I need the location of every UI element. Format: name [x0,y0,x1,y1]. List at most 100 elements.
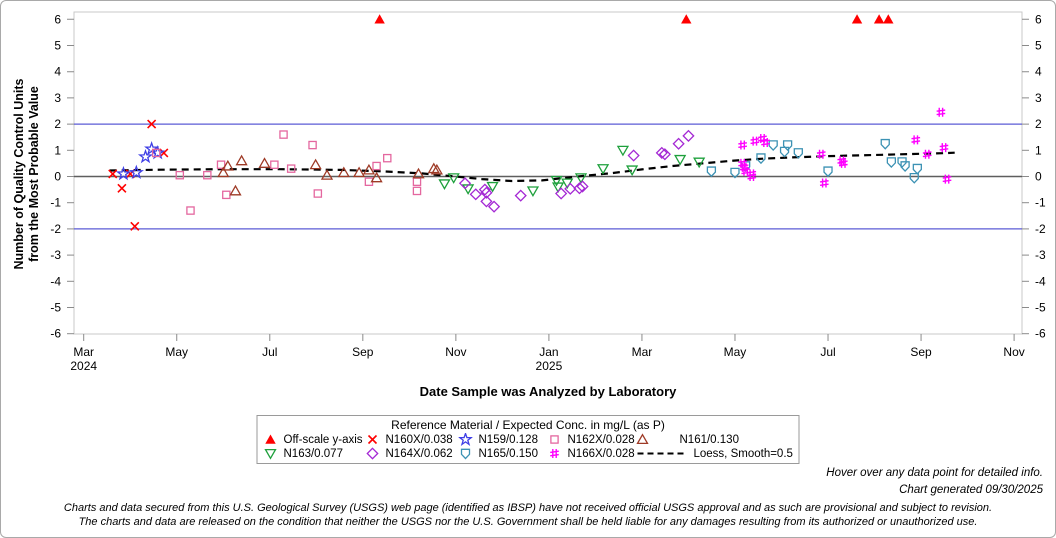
data-point-n166x[interactable] [819,178,829,188]
data-point-n164x[interactable] [514,189,527,202]
data-point-n165[interactable] [912,163,922,175]
data-point-n161[interactable] [362,163,376,175]
data-point-n164x[interactable] [672,137,685,150]
data-point-off_scale[interactable] [851,14,863,24]
data-point-n165[interactable] [897,157,907,169]
data-point-n164x[interactable] [627,149,640,162]
data-point-n163[interactable] [674,154,687,166]
data-point-n162x[interactable] [412,186,422,196]
data-point-n162x[interactable] [313,189,323,198]
data-point-n165[interactable] [793,148,803,159]
data-point-n166x[interactable] [911,135,921,145]
data-point-n163[interactable] [486,181,499,193]
data-point-n159[interactable] [115,165,132,181]
data-point-n162x[interactable] [383,153,392,163]
data-point-n164x[interactable] [573,182,586,195]
data-point-n162x[interactable] [412,177,422,186]
data-point-n165[interactable] [823,166,833,178]
data-point-n163[interactable] [550,175,563,187]
data-point-n161[interactable] [337,166,350,178]
data-point-n162x[interactable] [286,164,296,173]
data-point-n163[interactable] [526,186,540,198]
data-point-n164x[interactable] [480,195,493,208]
data-point-n162x[interactable] [216,160,226,169]
data-point-n163[interactable] [625,165,639,177]
data-point-n161[interactable] [430,163,443,175]
data-point-n164x[interactable] [555,187,568,200]
data-point-n162x[interactable] [279,130,288,139]
data-point-n163[interactable] [596,164,610,175]
data-point-n160x[interactable] [147,119,157,129]
data-point-n162x[interactable] [372,161,381,171]
data-point-n166x[interactable] [838,158,848,168]
data-point-off_scale[interactable] [681,14,692,24]
data-point-n166x[interactable] [816,149,826,159]
data-point-n163[interactable] [616,145,630,157]
data-point-n164x[interactable] [576,180,589,193]
data-point-n164x[interactable] [469,188,482,201]
data-point-n166x[interactable] [738,158,748,168]
data-point-n164x[interactable] [658,148,671,161]
data-point-n166x[interactable] [936,107,946,117]
data-point-n165[interactable] [880,138,890,150]
data-point-n162x[interactable] [186,206,195,215]
data-point-n166x[interactable] [739,162,749,172]
data-point-n164x[interactable] [655,146,668,160]
data-point-n162x[interactable] [151,148,161,158]
data-point-n161[interactable] [352,166,366,178]
data-point-off_scale[interactable] [883,14,894,24]
data-point-n164x[interactable] [682,129,695,143]
data-point-n160x[interactable] [117,183,127,193]
data-point-n163[interactable] [693,157,706,169]
data-point-n166x[interactable] [837,156,847,166]
data-point-n166x[interactable] [939,143,949,153]
data-point-n165[interactable] [886,157,897,169]
data-point-n165[interactable] [706,166,717,178]
data-point-n162x[interactable] [270,160,279,169]
data-point-off_scale[interactable] [873,14,885,24]
data-point-n161[interactable] [217,166,230,178]
data-point-n163[interactable] [438,179,451,190]
data-point-n161[interactable] [229,184,242,196]
data-point-n166x[interactable] [922,149,932,159]
data-point-n163[interactable] [551,182,565,194]
data-point-n160x[interactable] [130,221,140,231]
data-point-n164x[interactable] [487,200,501,213]
data-point-n166x[interactable] [741,166,751,176]
data-point-n160x[interactable] [108,169,118,179]
data-point-n161[interactable] [258,157,271,168]
data-point-n165[interactable] [900,161,910,172]
data-point-n161[interactable] [427,162,440,174]
data-point-n164x[interactable] [480,186,493,199]
data-point-n166x[interactable] [942,174,952,184]
data-point-n164x[interactable] [458,177,472,190]
data-point-n162x[interactable] [203,170,212,180]
data-point-n165[interactable] [768,140,778,152]
data-point-n166x[interactable] [761,137,770,147]
data-point-n165[interactable] [756,153,766,165]
data-point-n166x[interactable] [747,172,757,181]
data-point-n162x[interactable] [175,170,185,180]
data-point-n164x[interactable] [564,182,577,195]
data-point-n165[interactable] [782,140,793,152]
data-point-n162x[interactable] [222,190,231,200]
data-point-n163[interactable] [574,173,588,184]
data-point-n161[interactable] [221,159,234,171]
data-point-n159[interactable] [128,164,144,180]
data-point-n159[interactable] [150,144,166,160]
data-point-n163[interactable] [447,173,460,184]
data-point-n165[interactable] [779,146,790,158]
data-point-n159[interactable] [137,148,154,164]
data-point-n159[interactable] [144,141,160,156]
data-point-n166x[interactable] [738,140,748,150]
data-point-n161[interactable] [235,154,248,166]
data-point-n161[interactable] [320,169,334,180]
data-point-off_scale[interactable] [374,14,385,24]
data-point-n162x[interactable] [308,140,317,150]
data-point-n164x[interactable] [478,183,492,196]
data-point-n166x[interactable] [750,136,760,146]
data-point-n161[interactable] [412,167,425,179]
data-point-n165[interactable] [730,167,740,179]
data-point-n165[interactable] [909,172,919,184]
data-point-n161[interactable] [370,171,383,183]
